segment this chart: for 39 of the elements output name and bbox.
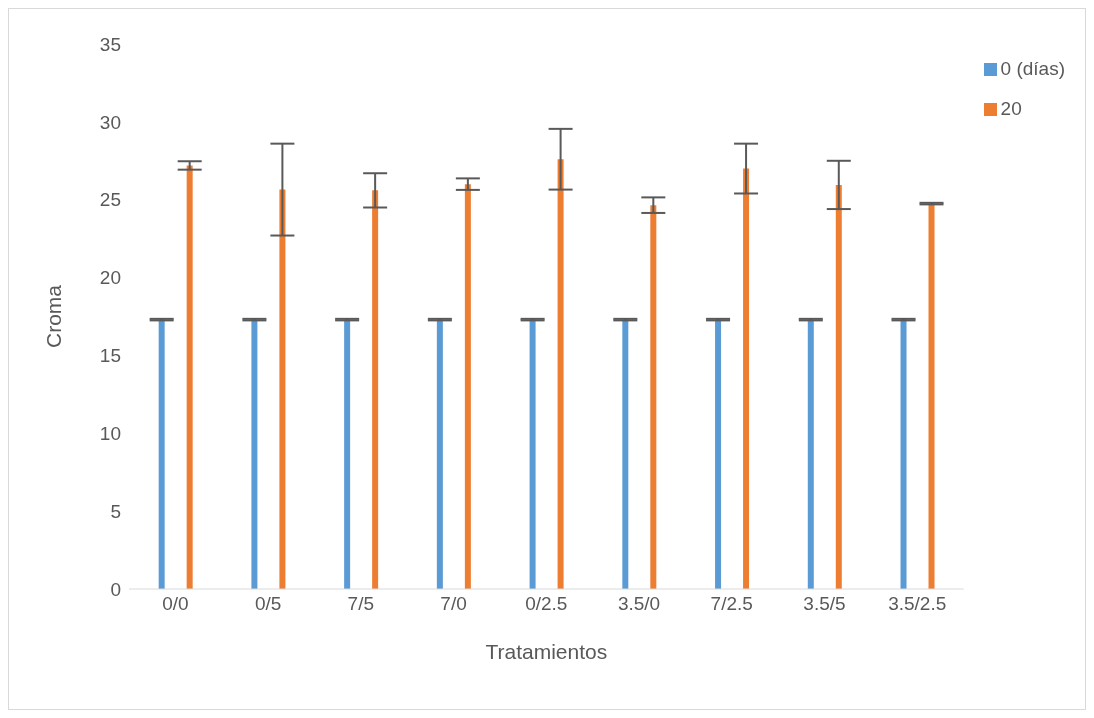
x-tick-label: 7/2.5: [710, 593, 753, 615]
bar: [186, 165, 193, 589]
bar: [344, 319, 351, 589]
bar: [650, 205, 657, 589]
x-tick-label: 0/0: [162, 593, 189, 615]
bar: [436, 319, 443, 589]
bar: [835, 184, 842, 589]
y-axis-title: Croma: [42, 284, 66, 349]
x-tick-label: 0/2.5: [525, 593, 568, 615]
bar: [372, 190, 379, 589]
x-tick-label: 3.5/2.5: [888, 593, 947, 615]
bar: [715, 319, 722, 589]
y-tick-label: 30: [99, 111, 121, 133]
x-tick-label: 0/5: [254, 593, 282, 615]
x-tick-label: 3.5/5: [803, 593, 846, 615]
bar: [529, 319, 536, 589]
x-tick-label: 7/5: [347, 593, 375, 615]
bar: [928, 203, 935, 589]
y-tick-label: 5: [110, 500, 121, 522]
y-tick-label: 10: [99, 423, 121, 445]
bar: [279, 189, 286, 589]
y-tick-label: 35: [99, 33, 121, 55]
bar: [900, 319, 907, 589]
legend-label: 20: [1000, 98, 1022, 119]
y-tick-label: 15: [99, 345, 121, 367]
y-tick-label: 0: [110, 578, 121, 600]
y-tick-label: 20: [99, 267, 121, 289]
x-tick-label: 7/0: [440, 593, 467, 615]
bar: [622, 319, 629, 589]
x-axis-title: Tratamientos: [485, 640, 608, 663]
x-tick-label: 3.5/0: [617, 593, 661, 615]
bar: [251, 319, 258, 589]
bar: [464, 184, 471, 589]
bar: [743, 168, 750, 589]
bar: [557, 159, 564, 589]
legend-label: 0 (días): [1000, 58, 1065, 79]
bar: [158, 319, 165, 589]
y-tick-label: 25: [99, 189, 121, 211]
bar: [807, 319, 814, 589]
